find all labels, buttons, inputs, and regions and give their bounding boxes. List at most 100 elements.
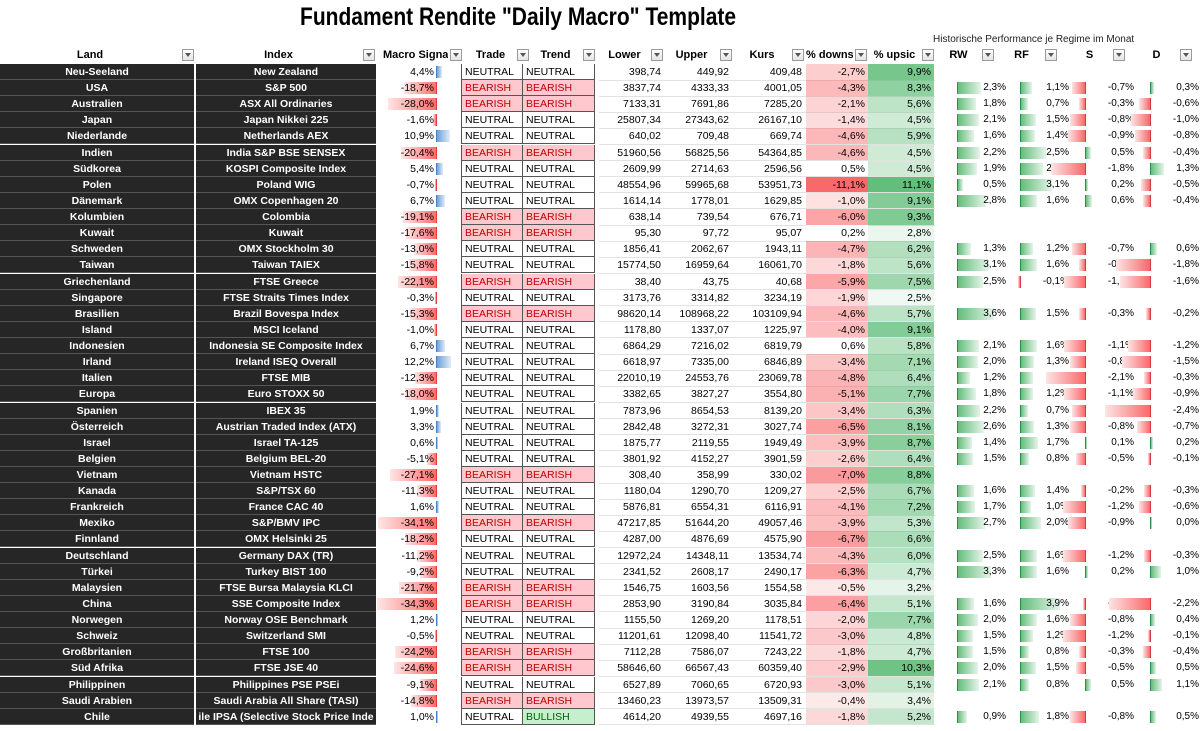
historical-rf-cell[interactable]: 1,8% [970, 710, 1075, 724]
lower-band-cell[interactable]: 1546,75 [623, 581, 661, 594]
downside-cell[interactable]: -6,5% [806, 418, 868, 435]
price-cell[interactable]: 2596,56 [764, 162, 802, 175]
upside-cell[interactable]: 8,3% [868, 80, 934, 97]
upside-cell[interactable]: 2,5% [868, 289, 934, 306]
macro-signal-cell[interactable]: -18,7% [376, 80, 460, 96]
macro-signal-cell[interactable]: 6,7% [376, 338, 460, 354]
trade-regime-cell[interactable]: NEUTRAL [461, 321, 523, 338]
historical-rw-cell[interactable]: 1,2% [907, 371, 1012, 385]
upside-cell[interactable]: 6,4% [868, 370, 934, 387]
macro-signal-cell[interactable]: -18,2% [376, 531, 460, 547]
historical-s-cell[interactable]: -1,2% [1035, 629, 1140, 643]
upper-band-cell[interactable]: 7691,86 [691, 98, 729, 111]
price-cell[interactable]: 53951,73 [758, 178, 802, 191]
lower-band-cell[interactable]: 3173,76 [623, 291, 661, 304]
lower-band-cell[interactable]: 7133,31 [623, 98, 661, 111]
price-cell[interactable]: 8139,20 [764, 404, 802, 417]
historical-d-cell[interactable] [1100, 468, 1200, 482]
price-cell[interactable]: 40,68 [775, 275, 802, 288]
filter-dropdown-icon[interactable] [1113, 49, 1125, 61]
trade-regime-cell[interactable]: NEUTRAL [461, 563, 523, 580]
lower-band-cell[interactable]: 11201,61 [617, 630, 661, 643]
index-name-cell[interactable]: Turkey BIST 100 [196, 563, 376, 580]
historical-rf-cell[interactable]: 0,7% [970, 97, 1075, 111]
country-cell[interactable]: Spanien [0, 402, 194, 419]
downside-cell[interactable]: -6,7% [806, 531, 868, 548]
macro-signal-cell[interactable]: 1,0% [376, 709, 460, 725]
upside-cell[interactable]: 5,3% [868, 515, 934, 532]
historical-s-cell[interactable]: 0,5% [1035, 678, 1140, 692]
historical-rf-cell[interactable]: 1,2% [970, 629, 1075, 643]
trade-regime-cell[interactable]: BEARISH [461, 80, 523, 97]
index-name-cell[interactable]: Israel TA-125 [196, 434, 376, 451]
historical-rw-cell[interactable]: 2,3% [907, 81, 1012, 95]
trade-regime-cell[interactable]: BEARISH [461, 692, 523, 709]
lower-band-cell[interactable]: 1180,04 [623, 485, 661, 498]
index-name-cell[interactable]: Taiwan TAIEX [196, 257, 376, 274]
country-cell[interactable]: Neu-Seeland [0, 64, 194, 80]
trade-regime-cell[interactable]: BEARISH [461, 305, 523, 322]
historical-s-cell[interactable]: -0,3% [1035, 97, 1140, 111]
price-cell[interactable]: 1554,58 [764, 581, 802, 594]
filter-dropdown-icon[interactable] [363, 49, 375, 61]
historical-rf-cell[interactable]: 2,5% [970, 146, 1075, 160]
upper-band-cell[interactable]: 1290,70 [691, 485, 729, 498]
historical-rw-cell[interactable]: 1,5% [907, 452, 1012, 466]
upper-band-cell[interactable]: 449,92 [696, 66, 729, 78]
country-cell[interactable]: China [0, 595, 194, 612]
index-name-cell[interactable]: Saudi Arabia All Share (TASI) [196, 692, 376, 709]
historical-rf-cell[interactable]: 1,6% [970, 258, 1075, 272]
country-cell[interactable]: Belgien [0, 450, 194, 467]
trend-regime-cell[interactable]: BULLISH [523, 708, 595, 725]
downside-cell[interactable]: -0,4% [806, 692, 868, 709]
country-cell[interactable]: Finnland [0, 531, 194, 548]
price-cell[interactable]: 95,07 [775, 227, 802, 240]
upper-band-cell[interactable]: 2119,55 [691, 436, 729, 449]
historical-rw-cell[interactable]: 3,1% [907, 258, 1012, 272]
upside-cell[interactable]: 8,1% [868, 418, 934, 435]
macro-signal-cell[interactable]: 1,6% [376, 499, 460, 515]
macro-signal-cell[interactable]: 6,7% [376, 193, 460, 209]
index-name-cell[interactable]: OMX Stockholm 30 [196, 241, 376, 258]
downside-cell[interactable]: -3,4% [806, 354, 868, 371]
historical-rf-cell[interactable]: 1,5% [970, 307, 1075, 321]
historical-d-cell[interactable] [1100, 323, 1200, 337]
trade-regime-cell[interactable]: BEARISH [461, 595, 523, 612]
upper-band-cell[interactable]: 14348,11 [685, 549, 729, 562]
historical-d-cell[interactable] [1100, 65, 1200, 79]
trend-regime-cell[interactable]: NEUTRAL [523, 241, 595, 258]
upside-cell[interactable]: 9,9% [868, 64, 934, 80]
upside-cell[interactable]: 4,5% [868, 112, 934, 129]
upside-cell[interactable]: 8,8% [868, 467, 934, 483]
trade-regime-cell[interactable]: NEUTRAL [461, 160, 523, 177]
historical-rw-cell[interactable]: 2,0% [907, 661, 1012, 675]
lower-band-cell[interactable]: 15774,50 [617, 259, 661, 272]
country-cell[interactable]: Polen [0, 176, 194, 193]
downside-cell[interactable]: -1,0% [806, 192, 868, 209]
historical-d-cell[interactable]: -0,8% [1100, 129, 1200, 143]
upper-band-cell[interactable]: 13973,57 [685, 694, 729, 707]
upper-band-cell[interactable]: 4333,33 [691, 82, 729, 95]
trade-regime-cell[interactable]: BEARISH [461, 225, 523, 242]
country-cell[interactable]: Südkorea [0, 160, 194, 177]
lower-band-cell[interactable]: 58646,60 [617, 662, 661, 675]
country-cell[interactable]: Malaysien [0, 579, 194, 596]
index-name-cell[interactable]: Vietnam HSTC [196, 467, 376, 483]
historical-s-cell[interactable]: -0,8% [1035, 355, 1140, 369]
historical-rw-cell[interactable]: 2,0% [907, 355, 1012, 369]
lower-band-cell[interactable]: 1875,77 [623, 436, 661, 449]
upper-band-cell[interactable]: 358,99 [696, 469, 729, 481]
index-name-cell[interactable]: New Zealand [196, 64, 376, 80]
downside-cell[interactable]: -2,9% [806, 660, 868, 677]
historical-rw-cell[interactable]: 0,5% [907, 178, 1012, 192]
historical-d-cell[interactable] [1100, 532, 1200, 546]
historical-s-cell[interactable]: -1,2% [1035, 549, 1140, 563]
downside-cell[interactable]: -1,4% [806, 112, 868, 129]
filter-dropdown-icon[interactable] [792, 49, 804, 61]
upside-cell[interactable]: 7,7% [868, 612, 934, 629]
trend-regime-cell[interactable]: BEARISH [523, 644, 595, 661]
trade-regime-cell[interactable]: BEARISH [461, 467, 523, 483]
historical-rw-cell[interactable]: 2,8% [907, 194, 1012, 208]
country-cell[interactable]: Indien [0, 144, 194, 161]
upper-band-cell[interactable]: 1603,56 [691, 581, 729, 594]
